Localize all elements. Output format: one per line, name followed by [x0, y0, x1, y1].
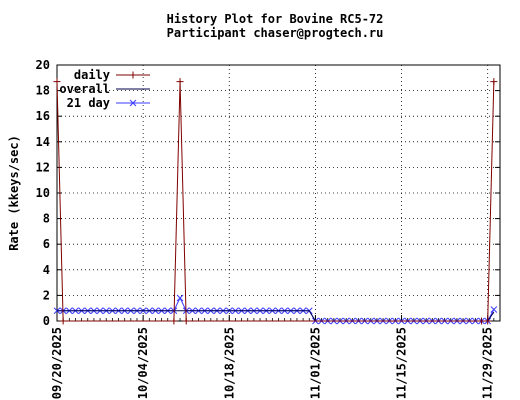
data-point-daily [170, 317, 178, 325]
y-tick-label: 20 [36, 58, 50, 72]
y-tick-label: 2 [43, 288, 50, 302]
y-tick-label: 4 [43, 263, 50, 277]
data-point-21-day [176, 294, 184, 302]
y-tick-label: 16 [36, 109, 50, 123]
x-tick-label: 11/01/2025 [308, 327, 322, 399]
chart-subtitle: Participant chaser@progtech.ru [167, 26, 384, 40]
data-point-daily [490, 78, 498, 86]
legend-marker-daily [129, 71, 137, 79]
y-tick-label: 18 [36, 84, 50, 98]
legend-label-daily: daily [74, 68, 110, 82]
data-point-daily [59, 317, 67, 325]
axes: 0 2 4 6 8 10 12 14 16 18 20 09/20/2025 10/04/2025 10/… [36, 58, 501, 399]
series-daily [53, 78, 498, 325]
legend-item-overall: overall [59, 82, 150, 96]
y-axis-label: Rate (kkeys/sec) [7, 135, 21, 251]
legend-item-21-day: 21 day [67, 96, 150, 110]
x-tick-label: 10/04/2025 [136, 327, 150, 399]
legend-label-overall: overall [59, 82, 110, 96]
legend-marker-21-day [129, 99, 137, 107]
data-point-daily [182, 317, 190, 325]
y-tick-label: 8 [43, 212, 50, 226]
x-tick-label: 09/20/2025 [50, 327, 64, 399]
data-point-21-day [490, 306, 498, 313]
y-tick-label: 10 [36, 186, 50, 200]
legend-label-21-day: 21 day [67, 96, 110, 110]
data-point-daily [176, 78, 184, 86]
x-tick-label: 10/18/2025 [222, 327, 236, 399]
y-tick-label: 6 [43, 237, 50, 251]
x-tick-label: 11/15/2025 [395, 327, 409, 399]
data-point-daily [478, 317, 486, 325]
chart-title: History Plot for Bovine RC5-72 [167, 12, 384, 26]
data-point-daily [484, 317, 492, 325]
y-tick-label: 14 [36, 135, 50, 149]
data-point-daily [53, 78, 61, 86]
legend-item-daily: daily [74, 68, 150, 82]
y-tick-label: 12 [36, 160, 50, 174]
y-tick-label: 0 [43, 314, 50, 328]
series-layer [53, 78, 498, 325]
x-tick-label: 11/29/2025 [481, 327, 495, 399]
